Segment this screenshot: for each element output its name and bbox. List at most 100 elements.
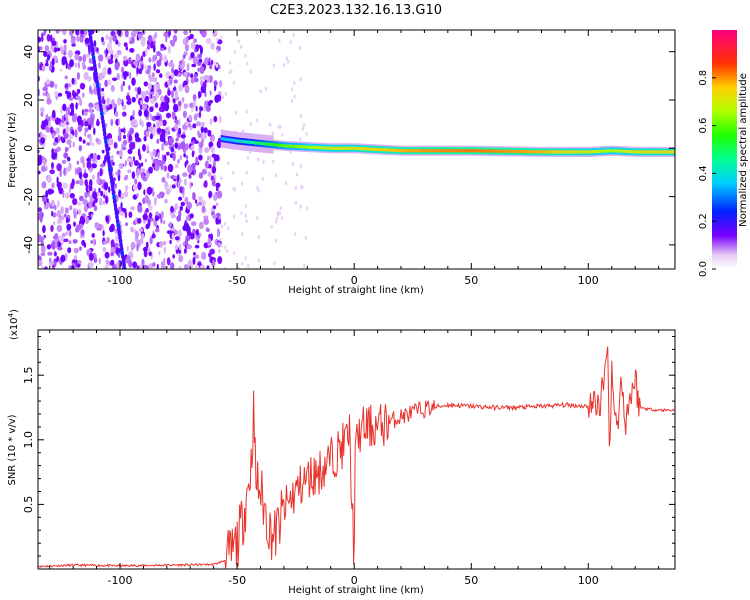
spectrogram-ridge-cell [583, 150, 586, 154]
spectrogram-noise-cell [54, 240, 58, 249]
spectrogram-noise-cell [139, 118, 142, 126]
spectrogram-noise-cell [173, 175, 178, 180]
spectrogram-ridge-cell [428, 149, 431, 153]
spectrogram-ridge-cell [382, 148, 385, 152]
spectrogram-noise-cell [96, 154, 101, 160]
spectrogram-noise-cell [178, 127, 182, 135]
spectrogram-noise-cell [198, 154, 203, 161]
spectrogram-noise-cell [64, 83, 69, 89]
spectrogram-noise-cell [207, 171, 212, 177]
spectrogram-noise-cell [144, 95, 150, 103]
spectrogram-ridge-cell [619, 149, 622, 153]
spectrogram-noise-cell [142, 144, 146, 152]
spectrogram-noise-cell [195, 229, 199, 236]
spectrogram-noise-cell [43, 30, 47, 35]
spectrogram-ridge-cell [265, 142, 268, 146]
spectrogram-noise-cell [42, 92, 46, 97]
spectrogram-noise-cell [39, 46, 43, 51]
spectrogram-noise-cell [172, 34, 178, 43]
spectrogram-noise-cell [83, 172, 89, 179]
spectrogram-ridge-cell [365, 147, 368, 151]
spectrogram-noise-cell [179, 186, 183, 194]
spectrogram-ridge-cell [403, 149, 406, 153]
spectrogram-ridge-cell [498, 149, 502, 153]
spectrogram-noise-cell [178, 84, 184, 92]
spectrogram-noise-cell [89, 167, 92, 173]
spectrogram-noise-cell [198, 111, 202, 119]
spectrogram-ridge-cell [477, 149, 480, 153]
spectrogram-noise-cell [183, 248, 187, 254]
spectrogram-noise-cell [203, 127, 208, 134]
spectrogram-ridge-cell [475, 149, 478, 153]
spectrogram-noise-cell [224, 91, 227, 96]
spectrogram-noise-cell [197, 130, 200, 135]
spectrogram-ridge-cell [410, 149, 413, 153]
spectrogram-noise-cell [74, 129, 78, 138]
spectrogram-ridge-cell [396, 148, 399, 153]
spectrogram-noise-cell [112, 77, 118, 81]
spectrogram-noise-cell [38, 234, 42, 243]
spectrogram-noise-cell [172, 87, 177, 91]
spectrogram-noise-cell [301, 126, 305, 131]
spectrogram-noise-cell [299, 137, 302, 142]
spectrogram-noise-cell [95, 137, 99, 143]
figure-title: C2E3.2023.132.16.13.G10 [270, 3, 442, 18]
spectrogram-noise-cell [137, 217, 142, 224]
spectrogram-noise-cell [79, 215, 85, 222]
spectrogram-noise-cell [149, 133, 153, 140]
spectrogram-ridge-cell [550, 150, 554, 154]
spectrogram-noise-cell [156, 112, 160, 116]
spectrogram-ridge-cell [608, 149, 611, 153]
spectrogram-noise-cell [177, 159, 180, 164]
spectrogram-noise-cell [88, 200, 93, 209]
spectrogram-noise-cell [84, 37, 90, 44]
spectrogram-noise-cell [82, 139, 86, 144]
spectrogram-ridge-cell [489, 149, 492, 153]
spectrogram-noise-cell [63, 167, 66, 176]
spectrogram-noise-cell [75, 102, 78, 110]
spectrogram-noise-cell [124, 211, 128, 219]
spectrogram-noise-cell [241, 261, 244, 266]
spectrogram-noise-cell [56, 218, 60, 225]
spectrogram-noise-cell [137, 86, 142, 95]
spectrogram-noise-cell [182, 54, 186, 59]
spectrogram-noise-cell [264, 86, 268, 91]
spectrogram-noise-cell [69, 230, 72, 237]
spectrogram-noise-cell [90, 88, 93, 96]
spectrogram-noise-cell [174, 123, 179, 131]
spectrogram-ridge-cell [268, 142, 271, 146]
spectrogram-noise-cell [124, 174, 129, 179]
spectrogram-noise-cell [61, 215, 65, 221]
spectrogram-noise-cell [106, 236, 110, 244]
spectrogram-ridge-cell [247, 140, 250, 144]
spectrogram-noise-cell [106, 106, 111, 111]
spectrogram-noise-cell [161, 143, 164, 152]
spectrogram-noise-cell [124, 160, 128, 167]
spectrogram-noise-cell [168, 45, 171, 54]
spectrogram-noise-cell [130, 36, 135, 44]
spectrogram-noise-cell [173, 69, 179, 77]
spectrogram-noise-cell [75, 180, 80, 185]
spectrogram-noise-cell [145, 69, 151, 75]
colorbar-label: Normalized spectral amplitude [738, 73, 749, 227]
spectrogram-noise-cell [40, 107, 45, 113]
spectrogram-noise-cell [57, 134, 61, 142]
spectrogram-ridge-cell [629, 150, 632, 154]
spectrogram-ridge-cell [525, 150, 528, 154]
spectrogram-noise-cell [213, 80, 218, 86]
spectrogram-noise-cell [90, 240, 93, 244]
spectrogram-ridge-cell [494, 149, 497, 153]
spectrogram-ridge-cell [389, 148, 392, 152]
spectrogram-noise-cell [107, 79, 112, 86]
spectrogram-noise-cell [65, 192, 70, 199]
spectrogram-ridge-cell [548, 150, 551, 154]
spectrogram-noise-cell [246, 61, 249, 66]
spectrogram-noise-cell [187, 164, 193, 174]
spectrogram-noise-cell [245, 109, 248, 114]
spectrogram-ridge-cell [425, 149, 428, 153]
spectrogram-noise-cell [79, 82, 86, 90]
spectrogram-noise-cell [153, 219, 158, 227]
spectrogram-ridge-cell [609, 149, 613, 153]
spectrogram-ridge-cell [431, 149, 434, 153]
spectrogram-noise-cell [117, 118, 120, 126]
